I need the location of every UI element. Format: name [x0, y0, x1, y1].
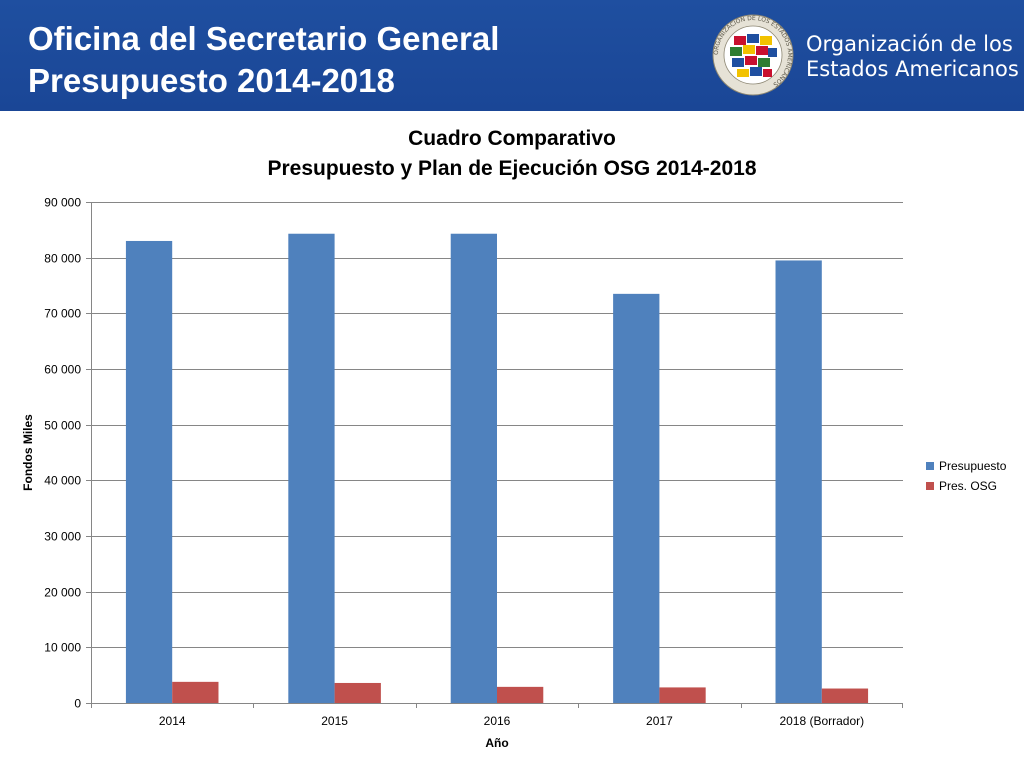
- oas-seal-logo: ORGANIZACIÓN DE LOS ESTADOS AMERICANOS: [712, 14, 794, 96]
- y-tick-label: 10 000: [44, 641, 81, 655]
- chart-title-block: Cuadro Comparativo Presupuesto y Plan de…: [0, 124, 1024, 184]
- bar-pres-osg: [821, 688, 869, 703]
- bar-presupuesto: [125, 240, 173, 703]
- bar-pres-osg: [497, 686, 544, 703]
- x-tick-label: 2017: [646, 714, 673, 728]
- y-tick-label: 20 000: [44, 586, 81, 600]
- legend-item-presupuesto: Presupuesto: [926, 456, 1006, 476]
- header-banner: Oficina del Secretario General Presupues…: [0, 0, 1024, 111]
- chart-subtitle: Presupuesto y Plan de Ejecución OSG 2014…: [267, 157, 757, 180]
- bar-pres-osg: [334, 682, 381, 703]
- y-tick-label: 0: [74, 697, 81, 711]
- x-tick-label: 2014: [159, 714, 186, 728]
- legend-label: Pres. OSG: [939, 479, 998, 493]
- org-name-line-1: Organización de los: [806, 32, 1013, 56]
- title-line-1: Oficina del Secretario General: [28, 20, 500, 57]
- bar-presupuesto: [775, 260, 822, 703]
- bar-presupuesto: [613, 293, 660, 703]
- x-tick-label: 2018 (Borrador): [779, 714, 864, 728]
- legend-item-pres-osg: Pres. OSG: [926, 476, 1006, 496]
- org-name-line-2: Estados Americanos: [806, 57, 1019, 81]
- y-tick-label: 50 000: [44, 419, 81, 433]
- x-tick-label: 2016: [484, 714, 511, 728]
- y-axis-title: Fondos Miles: [21, 414, 35, 491]
- y-tick-label: 90 000: [44, 196, 81, 210]
- y-tick-label: 70 000: [44, 307, 81, 321]
- bar-pres-osg: [659, 687, 706, 703]
- organization-name: Organización de los Estados Americanos: [806, 32, 1019, 82]
- chart-legend: Presupuesto Pres. OSG: [926, 456, 1006, 496]
- y-tick-label: 60 000: [44, 363, 81, 377]
- y-tick-label: 30 000: [44, 530, 81, 544]
- x-axis-title: Año: [485, 736, 508, 750]
- bar-presupuesto: [288, 233, 335, 704]
- legend-label: Presupuesto: [939, 459, 1007, 473]
- legend-swatch: [926, 482, 934, 490]
- y-tick-label: 80 000: [44, 252, 81, 266]
- y-tick-label: 40 000: [44, 474, 81, 488]
- title-line-2: Presupuesto 2014-2018: [28, 62, 395, 99]
- bar-presupuesto: [450, 233, 497, 704]
- x-tick-label: 2015: [321, 714, 348, 728]
- bar-pres-osg: [172, 681, 219, 703]
- legend-swatch: [926, 462, 934, 470]
- chart-title: Cuadro Comparativo: [408, 127, 616, 150]
- page-title: Oficina del Secretario General Presupues…: [28, 18, 499, 102]
